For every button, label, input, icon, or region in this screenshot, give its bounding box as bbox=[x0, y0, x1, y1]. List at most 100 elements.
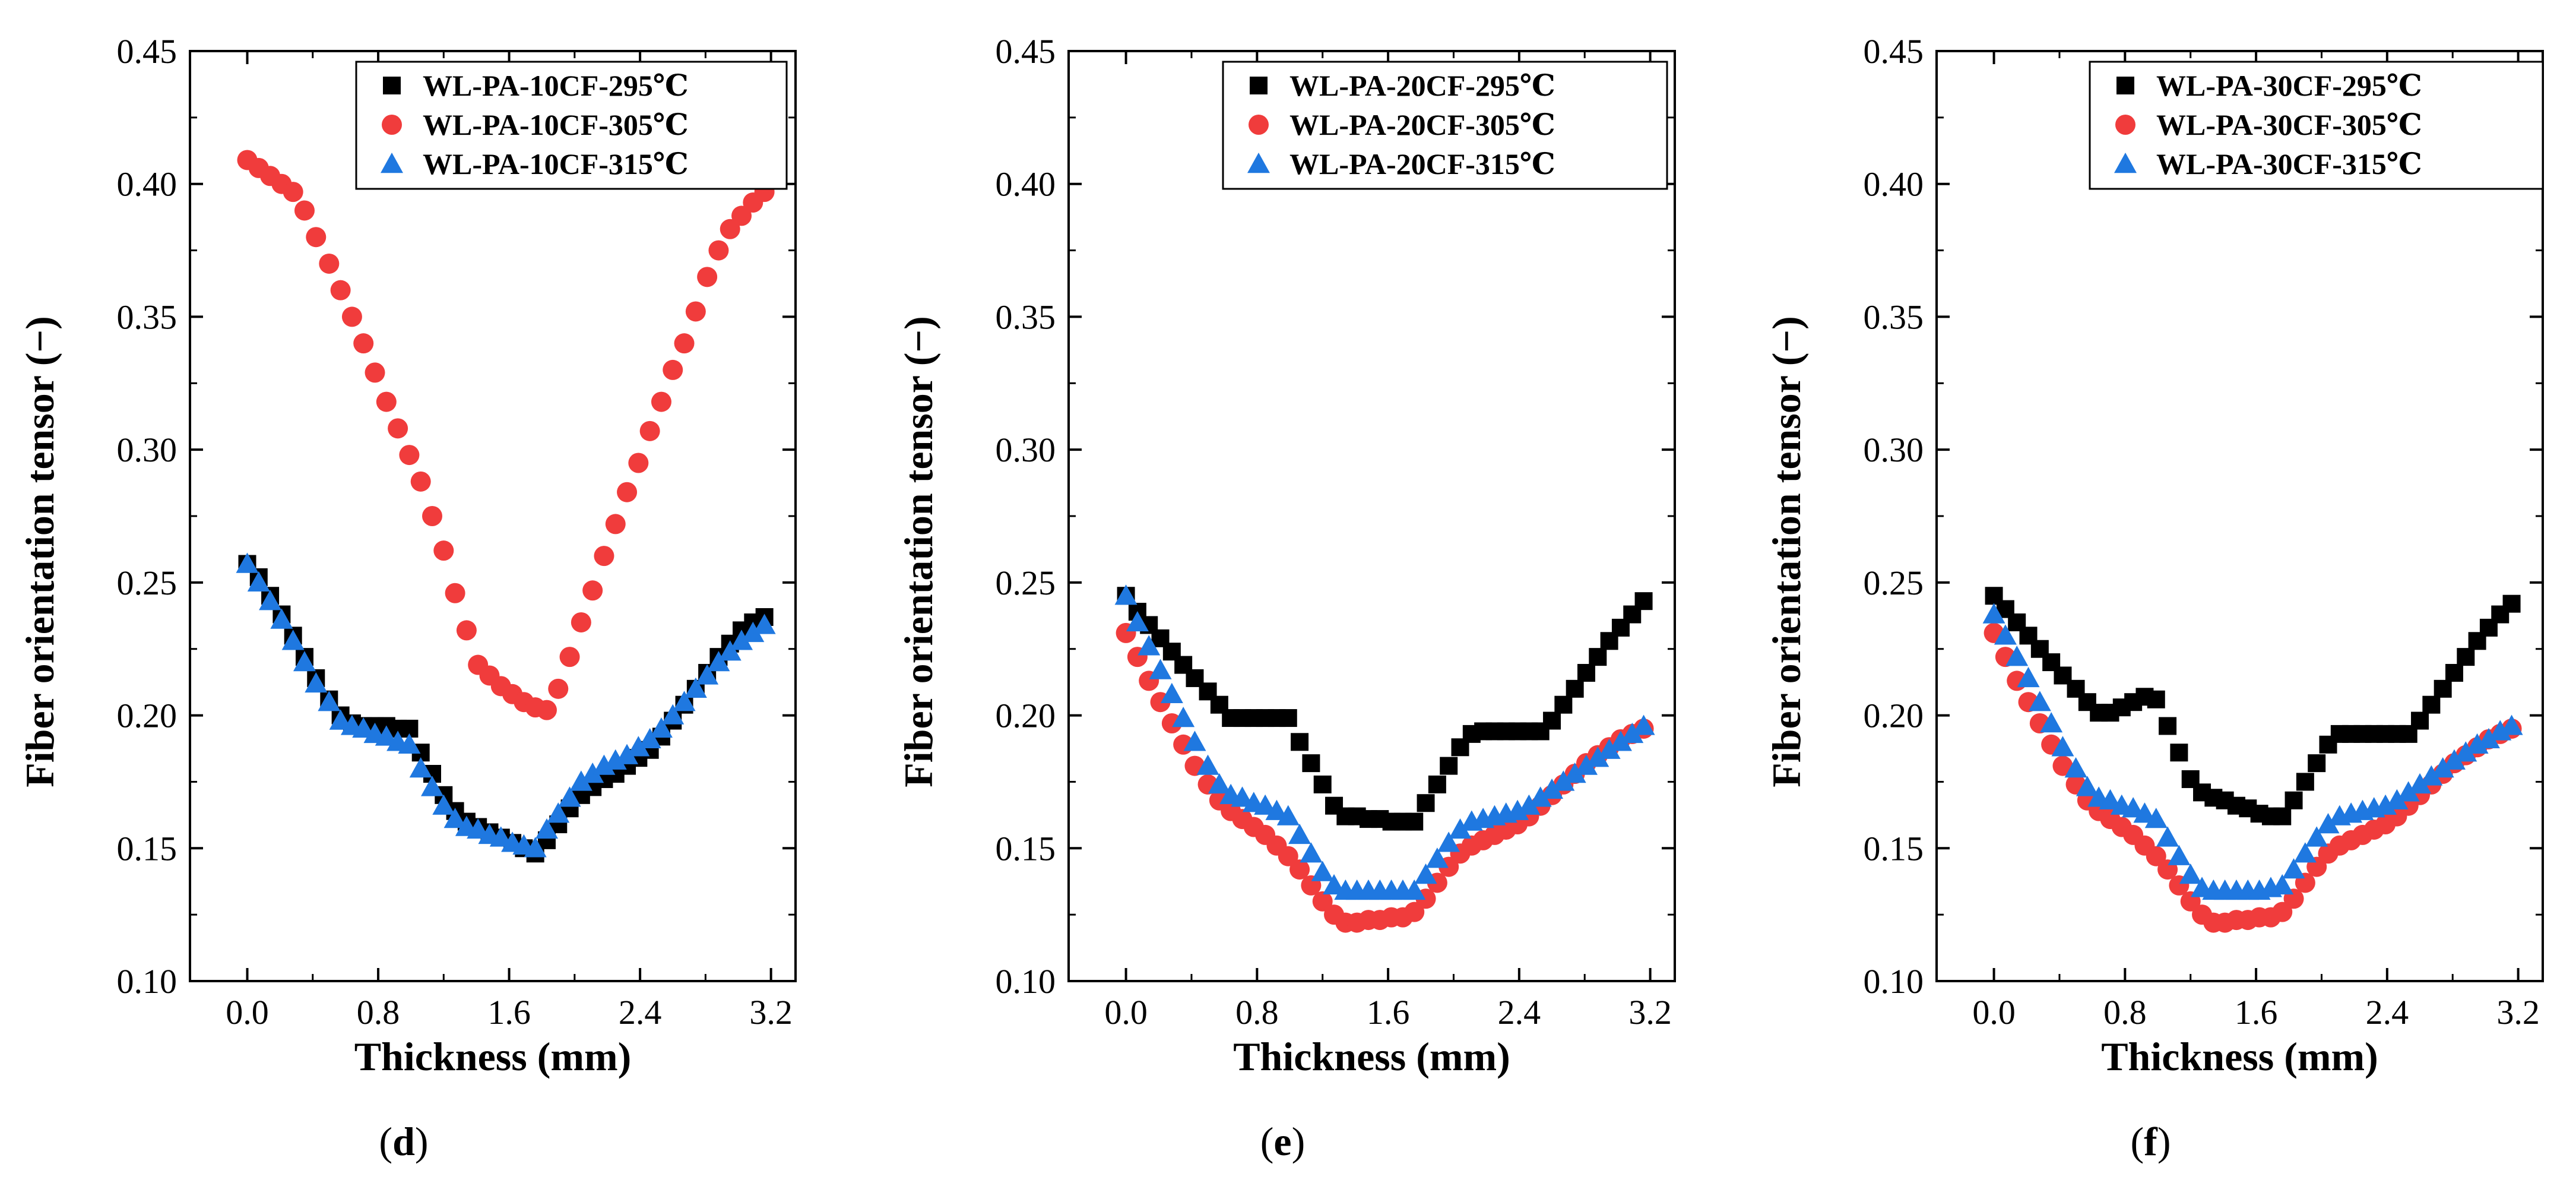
data-point-triangle bbox=[730, 630, 753, 650]
data-point-triangle bbox=[1563, 763, 1586, 783]
data-point-triangle bbox=[1265, 799, 1288, 820]
data-point-triangle bbox=[1632, 714, 1655, 735]
legend-label: WL-PA-20CF-295℃ bbox=[1289, 69, 1555, 102]
data-point-triangle bbox=[581, 763, 604, 783]
panel-label: (f) bbox=[2131, 1119, 2171, 1164]
x-tick-label: 0.0 bbox=[226, 993, 269, 1032]
data-point-triangle bbox=[398, 733, 421, 754]
data-point-circle bbox=[605, 514, 626, 534]
data-point-triangle bbox=[409, 757, 432, 778]
data-point-circle bbox=[410, 471, 431, 492]
data-point-square bbox=[2285, 791, 2303, 809]
data-point-square bbox=[1440, 757, 1458, 775]
data-point-triangle bbox=[270, 608, 293, 629]
data-point-triangle bbox=[1541, 778, 1564, 799]
legend-marker-circle bbox=[382, 115, 402, 135]
data-point-circle bbox=[319, 253, 340, 274]
data-point-triangle bbox=[2040, 711, 2063, 733]
data-point-triangle bbox=[535, 818, 558, 839]
data-point-triangle bbox=[2397, 781, 2420, 802]
y-tick-label: 0.45 bbox=[117, 32, 178, 71]
data-point-square bbox=[2308, 754, 2326, 773]
data-point-circle bbox=[720, 219, 740, 239]
data-point-circle bbox=[1278, 846, 1298, 866]
y-tick-label: 0.35 bbox=[996, 298, 1056, 336]
data-point-triangle bbox=[1126, 611, 1149, 632]
data-point-square bbox=[1313, 775, 1332, 793]
legend: WL-PA-20CF-295℃ WL-PA-20CF-305℃ WL-PA-20CF… bbox=[1222, 61, 1668, 190]
x-tick-label: 3.2 bbox=[749, 993, 793, 1032]
data-point-triangle bbox=[352, 717, 375, 738]
data-point-circle bbox=[697, 267, 718, 287]
legend-label: WL-PA-30CF-315℃ bbox=[2156, 147, 2422, 181]
plot-frame bbox=[1067, 50, 1676, 982]
series-triangle bbox=[236, 552, 776, 858]
x-tick-label: 0.0 bbox=[1104, 993, 1148, 1032]
legend-box bbox=[355, 61, 788, 190]
data-point-triangle bbox=[1574, 754, 1598, 775]
y-tick-label: 0.25 bbox=[996, 564, 1056, 602]
legend: WL-PA-10CF-295℃ WL-PA-10CF-305℃ WL-PA-10CF… bbox=[355, 61, 788, 190]
data-point-triangle bbox=[1323, 874, 1346, 895]
data-point-circle bbox=[548, 678, 569, 699]
legend-label: WL-PA-30CF-305℃ bbox=[2156, 108, 2422, 141]
x-tick-label: 3.2 bbox=[2496, 993, 2540, 1032]
x-tick-label: 1.6 bbox=[1367, 993, 1410, 1032]
series-circle bbox=[237, 150, 775, 720]
data-point-triangle bbox=[1449, 818, 1472, 839]
data-point-triangle bbox=[707, 651, 730, 672]
legend-label: WL-PA-10CF-295℃ bbox=[423, 69, 689, 102]
data-point-circle bbox=[674, 333, 695, 354]
data-point-circle bbox=[2146, 846, 2166, 866]
data-point-triangle bbox=[1586, 747, 1609, 767]
data-point-triangle bbox=[1609, 730, 1632, 751]
legend-marker-triangle bbox=[2114, 153, 2137, 173]
data-point-triangle bbox=[1598, 738, 1621, 759]
data-point-triangle bbox=[1552, 770, 1575, 791]
x-tick-label: 2.4 bbox=[2366, 993, 2409, 1032]
x-axis-title: Thickness (mm) bbox=[354, 1034, 632, 1079]
data-point-triangle bbox=[2305, 826, 2328, 847]
x-tick-label: 0.8 bbox=[2103, 993, 2147, 1032]
data-point-circle bbox=[2272, 902, 2293, 922]
data-point-circle bbox=[2052, 755, 2073, 776]
legend-label: WL-PA-10CF-305℃ bbox=[423, 108, 689, 141]
data-point-circle bbox=[388, 418, 408, 439]
x-tick-label: 2.4 bbox=[1498, 993, 1541, 1032]
data-point-circle bbox=[330, 280, 351, 301]
data-point-circle bbox=[639, 420, 660, 441]
data-point-triangle bbox=[329, 709, 352, 730]
legend-box bbox=[1222, 61, 1668, 190]
chart-panel-f: 0.10 0.15 0.20 0.25 0.30 0.35 0.40 0.45 0.0 0.8 1.… bbox=[1764, 32, 2544, 1164]
data-point-square bbox=[2457, 648, 2475, 666]
legend-label: WL-PA-10CF-315℃ bbox=[423, 147, 689, 181]
data-point-triangle bbox=[1254, 794, 1277, 815]
data-point-triangle bbox=[2271, 874, 2294, 895]
data-point-triangle bbox=[2420, 765, 2443, 786]
data-point-triangle bbox=[718, 640, 742, 661]
data-point-triangle bbox=[2454, 741, 2477, 762]
data-point-square bbox=[2273, 807, 2292, 825]
data-point-square bbox=[1417, 794, 1435, 812]
data-point-triangle bbox=[2442, 749, 2466, 770]
legend-marker-circle bbox=[1249, 115, 1269, 135]
data-point-triangle bbox=[2122, 797, 2145, 818]
data-point-square bbox=[1302, 754, 1320, 773]
data-point-circle bbox=[283, 182, 303, 203]
data-point-triangle bbox=[1994, 624, 2017, 645]
data-point-triangle bbox=[1114, 584, 1138, 605]
y-tick-label: 0.20 bbox=[1864, 697, 1924, 735]
data-point-square bbox=[1405, 812, 1424, 831]
data-point-square bbox=[1543, 711, 1561, 730]
y-tick-label: 0.20 bbox=[996, 697, 1056, 735]
x-tick-label: 0.8 bbox=[1235, 993, 1279, 1032]
data-point-triangle bbox=[638, 727, 661, 749]
data-point-triangle bbox=[1437, 831, 1460, 852]
data-point-circle bbox=[628, 453, 649, 473]
data-point-triangle bbox=[661, 704, 685, 725]
data-point-square bbox=[1428, 775, 1446, 793]
data-point-triangle bbox=[2179, 863, 2202, 884]
data-point-triangle bbox=[2017, 666, 2040, 688]
data-point-triangle bbox=[421, 776, 443, 796]
